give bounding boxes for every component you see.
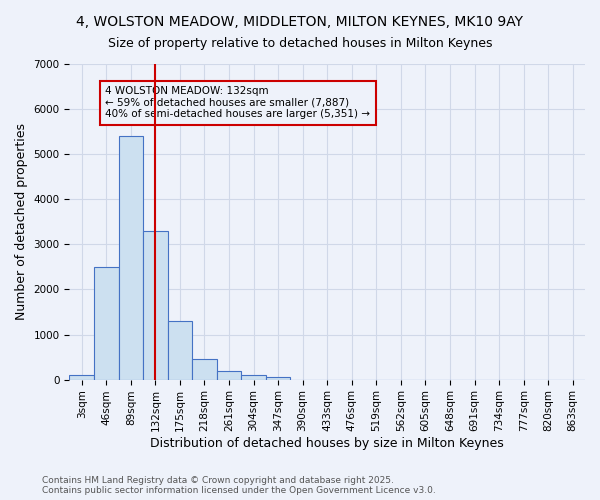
Bar (167, 321, 192, 380)
Bar (143, 231, 167, 380)
Bar (241, 375, 266, 380)
Text: Contains HM Land Registry data © Crown copyright and database right 2025.
Contai: Contains HM Land Registry data © Crown c… (42, 476, 436, 495)
Bar (119, 136, 143, 380)
Y-axis label: Number of detached properties: Number of detached properties (15, 124, 28, 320)
Bar (192, 360, 217, 380)
Bar (94, 267, 119, 380)
Text: 4, WOLSTON MEADOW, MIDDLETON, MILTON KEYNES, MK10 9AY: 4, WOLSTON MEADOW, MIDDLETON, MILTON KEY… (77, 15, 523, 29)
Bar (70, 375, 94, 380)
X-axis label: Distribution of detached houses by size in Milton Keynes: Distribution of detached houses by size … (151, 437, 504, 450)
Bar (217, 370, 241, 380)
Text: Size of property relative to detached houses in Milton Keynes: Size of property relative to detached ho… (108, 38, 492, 51)
Bar (266, 378, 290, 380)
Text: 4 WOLSTON MEADOW: 132sqm
← 59% of detached houses are smaller (7,887)
40% of sem: 4 WOLSTON MEADOW: 132sqm ← 59% of detach… (106, 86, 370, 120)
